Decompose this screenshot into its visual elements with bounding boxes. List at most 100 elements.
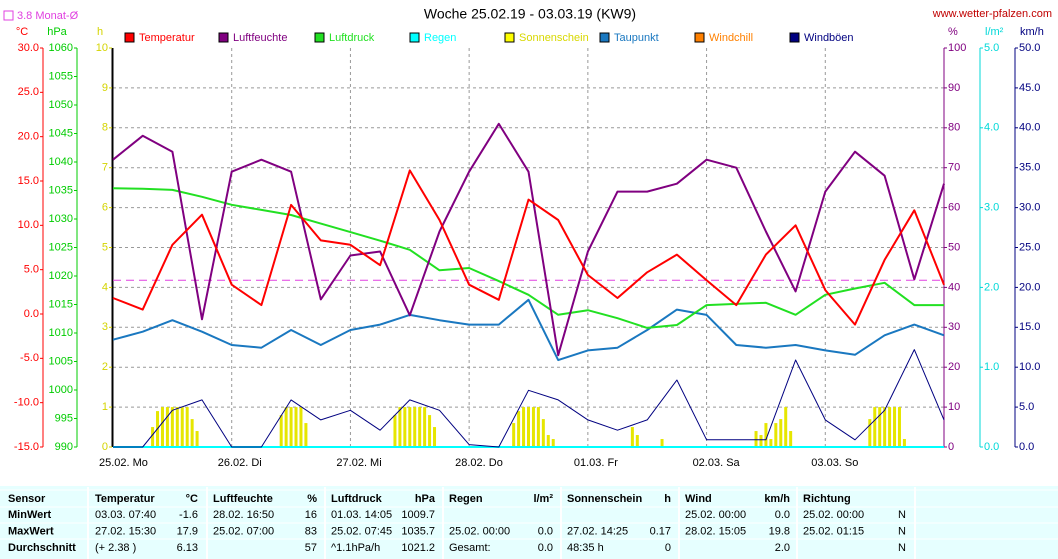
- table-cell: N: [898, 509, 906, 521]
- sun-bar: [635, 435, 639, 447]
- sun-bar: [517, 411, 521, 447]
- table-cell: 2.0: [775, 542, 790, 554]
- y-tick-label: 1.0: [984, 361, 999, 373]
- y-tick-label: 40.0: [1019, 122, 1040, 134]
- legend-swatch: [789, 32, 800, 43]
- sun-bar: [789, 431, 793, 447]
- table-cell: 6.13: [177, 542, 198, 554]
- sun-bar: [774, 423, 778, 447]
- table-row-label: MaxWert: [8, 525, 54, 537]
- y-tick-label: 4: [102, 281, 108, 293]
- table-cell: 01.03. 14:05: [331, 509, 392, 521]
- table-cell: -1.6: [179, 509, 198, 521]
- y-tick-label: 15.0: [1019, 321, 1040, 333]
- y-tick-label: 7: [102, 162, 108, 174]
- y-tick-label: 35.0: [1019, 162, 1040, 174]
- x-tick-label: 27.02. Mi: [336, 457, 381, 469]
- y-tick-label: 2.0: [984, 281, 999, 293]
- y-tick-label: 0.0: [1019, 441, 1034, 453]
- sun-bar: [284, 407, 288, 447]
- sun-bar: [902, 439, 906, 447]
- legend-swatch: [504, 32, 515, 43]
- table-cell: 17.9: [177, 525, 198, 537]
- table-cell: 28.02. 15:05: [685, 525, 746, 537]
- sun-bar: [294, 407, 298, 447]
- sun-bar: [160, 407, 164, 447]
- table-cell: 27.02. 15:30: [95, 525, 156, 537]
- y-tick-label: 60: [948, 202, 960, 214]
- y-tick-label: 1030: [49, 213, 73, 225]
- reference-swatch: [3, 10, 14, 21]
- legend-swatch: [124, 32, 135, 43]
- y-tick-label: 9: [102, 82, 108, 94]
- y-tick-label: 70: [948, 162, 960, 174]
- sun-bar: [531, 407, 535, 447]
- x-tick-label: 03.03. So: [811, 457, 858, 469]
- y-tick-label: -5.0: [20, 352, 39, 364]
- legend-swatch: [218, 32, 229, 43]
- series-line: [112, 298, 945, 362]
- y-tick-label: 1045: [49, 127, 73, 139]
- sun-bar: [418, 407, 422, 447]
- y-tick-label: 990: [55, 441, 73, 453]
- table-unit: km/h: [764, 493, 790, 505]
- x-tick-label: 25.02. Mo: [99, 457, 148, 469]
- axis-unit: hPa: [47, 26, 67, 38]
- y-tick-label: 1060: [49, 42, 73, 54]
- reference-label: 3.8 Monat-Ø: [17, 10, 79, 22]
- table-cell: 0.0: [538, 542, 553, 554]
- table-row-label: Durchschnitt: [8, 542, 76, 554]
- table-cell: 27.02. 14:25: [567, 525, 628, 537]
- y-tick-label: 1020: [49, 270, 73, 282]
- table-cell: 0.0: [538, 525, 553, 537]
- sun-bar: [279, 415, 283, 447]
- y-tick-label: 0.0: [24, 308, 39, 320]
- legend-label: Windchill: [709, 32, 753, 44]
- sun-bar: [195, 431, 199, 447]
- legend-swatch: [694, 32, 705, 43]
- sun-bar: [754, 431, 758, 447]
- table-cell: (+ 2.38 ): [95, 542, 136, 554]
- table-cell: 48:35 h: [567, 542, 604, 554]
- sun-bar: [175, 407, 179, 447]
- y-tick-label: 1055: [49, 70, 73, 82]
- table-unit: °C: [186, 493, 198, 505]
- table-header: Sensor: [8, 493, 46, 505]
- y-tick-label: 20.0: [18, 131, 39, 143]
- y-tick-label: 50: [948, 241, 960, 253]
- table-unit: hPa: [415, 493, 436, 505]
- y-tick-label: 20.0: [1019, 281, 1040, 293]
- y-tick-label: 4.0: [984, 122, 999, 134]
- legend-swatch: [599, 32, 610, 43]
- table-header: Temperatur: [95, 493, 155, 505]
- table-cell: 0: [665, 542, 671, 554]
- legend-label: Luftfeuchte: [233, 32, 287, 44]
- axis-unit: h: [97, 26, 103, 38]
- sun-bar: [868, 419, 872, 447]
- series-line: [112, 169, 945, 326]
- sun-bar: [428, 415, 432, 447]
- sun-bar: [784, 407, 788, 447]
- table-header: Luftdruck: [331, 493, 383, 505]
- x-tick-label: 01.03. Fr: [574, 457, 618, 469]
- table-header: Wind: [685, 493, 712, 505]
- table-cell: 03.03. 07:40: [95, 509, 156, 521]
- table-header: Regen: [449, 493, 483, 505]
- y-tick-label: 3.0: [984, 202, 999, 214]
- source: www.wetter-pfalzen.com: [932, 8, 1052, 20]
- sun-bar: [883, 407, 887, 447]
- sun-bar: [888, 407, 892, 447]
- table-cell: 0.0: [775, 509, 790, 521]
- table-unit: %: [307, 493, 317, 505]
- table-unit: l/m²: [533, 493, 553, 505]
- y-tick-label: 15.0: [18, 175, 39, 187]
- sun-bar: [546, 435, 550, 447]
- sun-bar: [769, 439, 773, 447]
- y-tick-label: 80: [948, 122, 960, 134]
- table-row-label: MinWert: [8, 509, 52, 521]
- table-cell: 25.02. 00:00: [449, 525, 510, 537]
- y-tick-label: 8: [102, 122, 108, 134]
- sun-bar: [423, 407, 427, 447]
- y-tick-label: 30: [948, 321, 960, 333]
- y-tick-label: 10: [96, 42, 108, 54]
